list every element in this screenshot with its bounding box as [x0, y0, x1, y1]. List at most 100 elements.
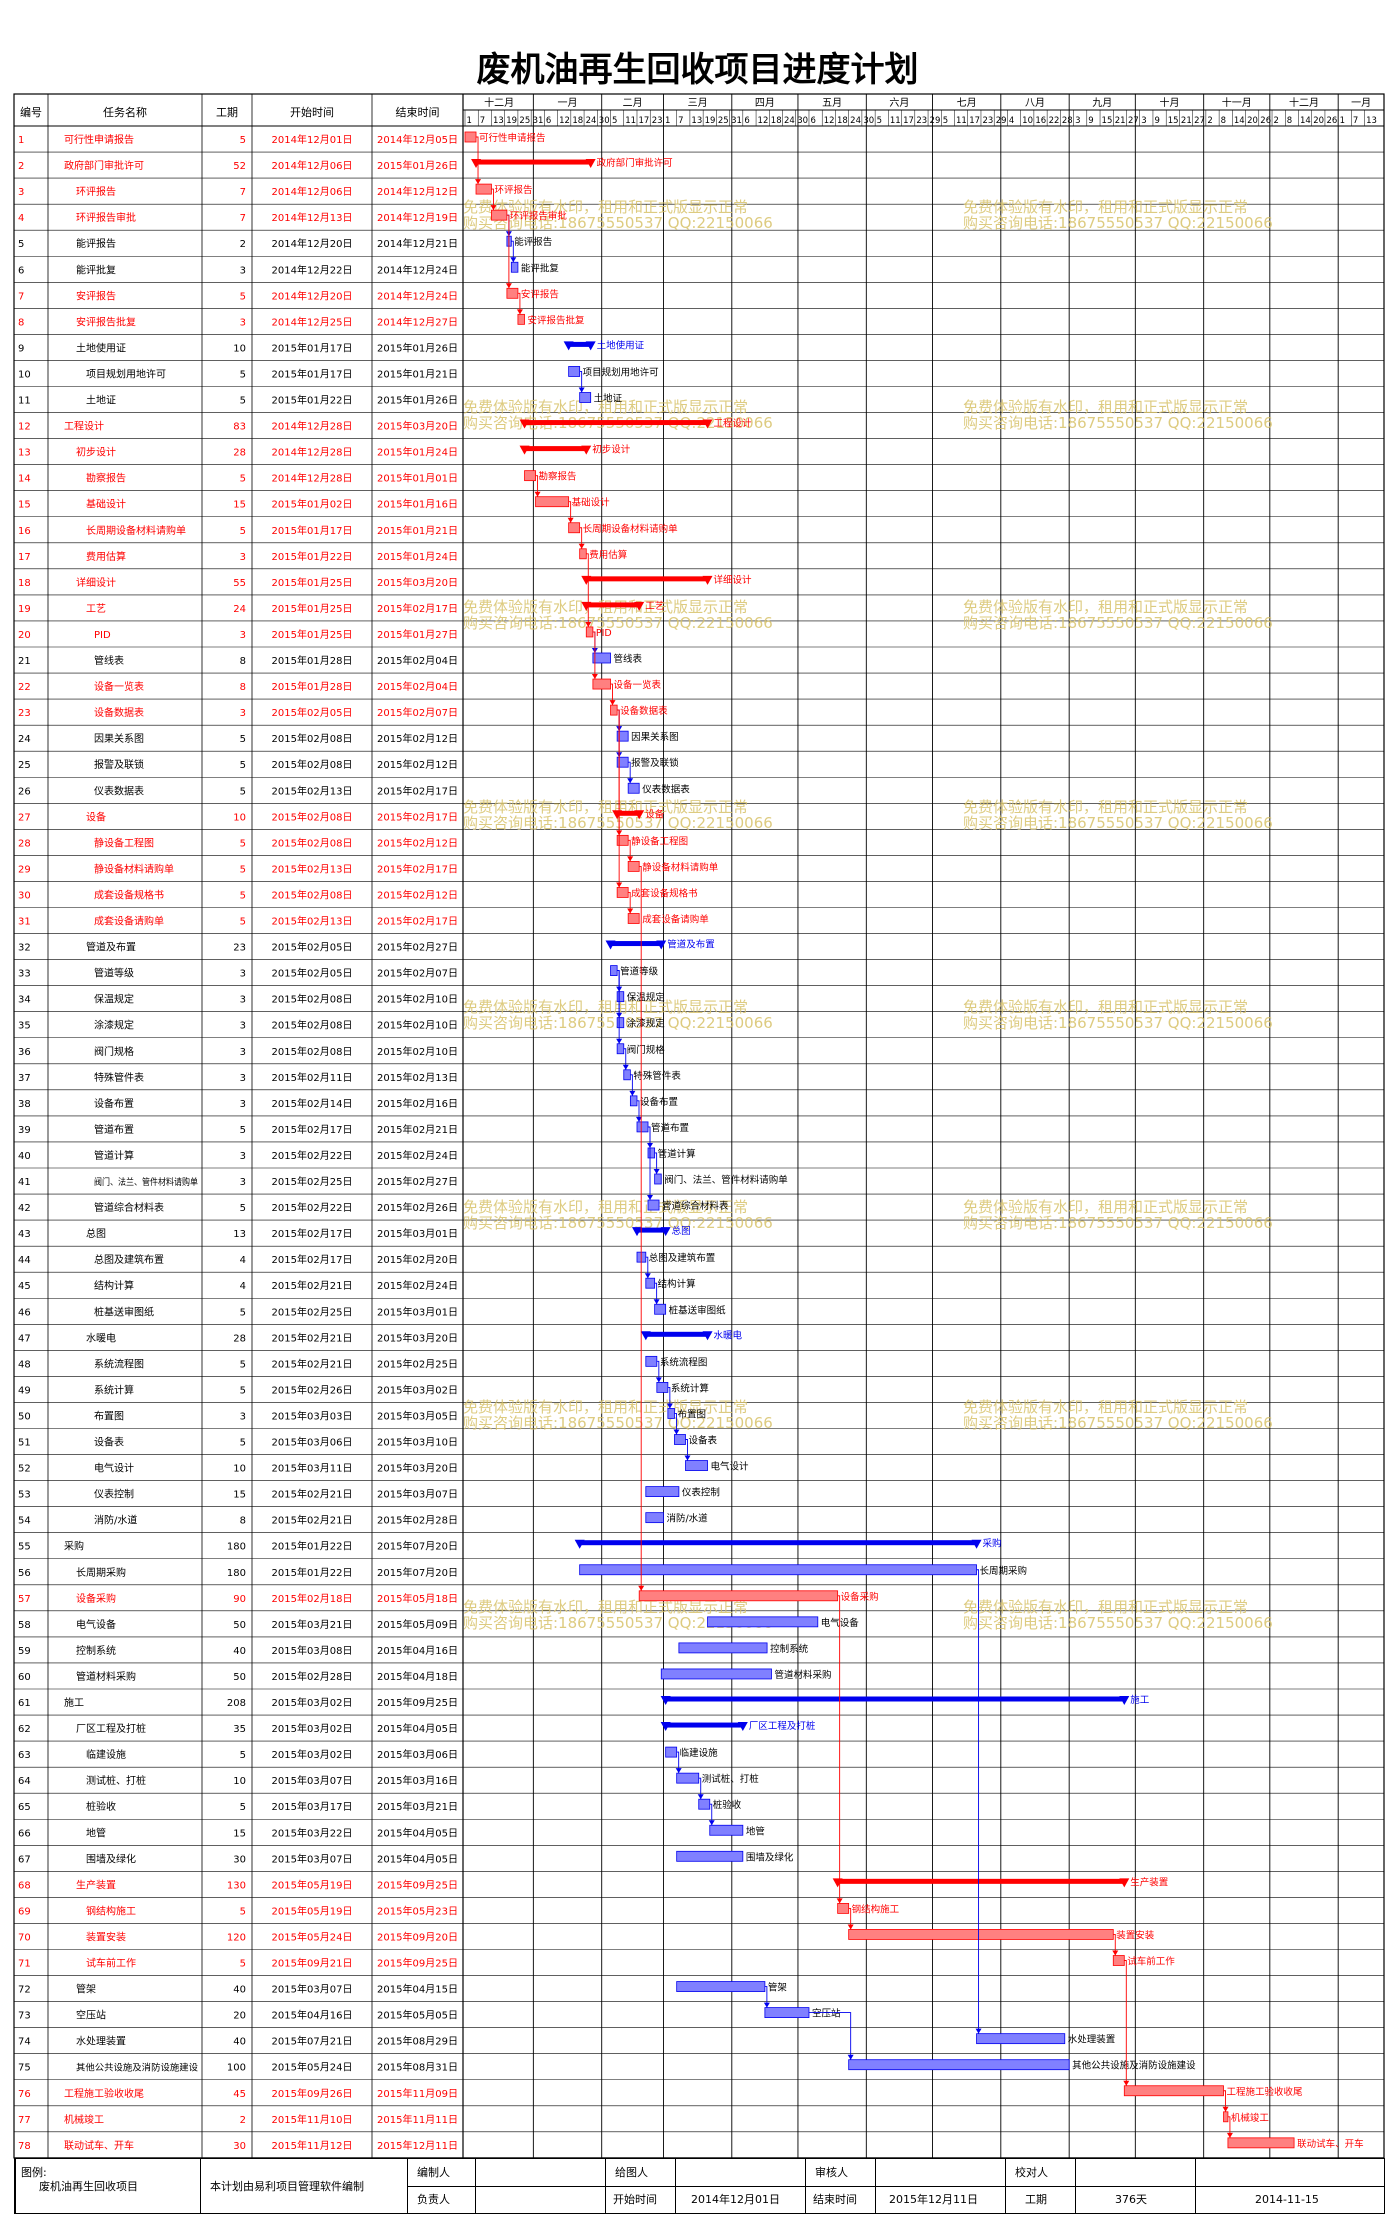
task-id: 55 — [18, 1542, 31, 1553]
bar-label: 政府部门审批许可 — [597, 157, 673, 169]
task-name: 水处理装置 — [76, 2035, 126, 2048]
task-bar — [629, 1095, 638, 1107]
task-id: 64 — [18, 1776, 31, 1787]
watermark-line: 免费体验版有水印，租用和正式版显示正常 — [463, 1198, 748, 1216]
task-duration: 5 — [240, 474, 246, 485]
task-name: 电气设备 — [76, 1618, 116, 1631]
footer-date-value: 2014-11-15 — [1255, 2193, 1319, 2206]
dependency-arrow — [627, 778, 634, 784]
task-end: 2015年03月01日 — [377, 1305, 458, 1318]
dependency-link — [645, 1256, 649, 1279]
task-duration: 3 — [240, 1073, 246, 1084]
task-id: 19 — [18, 604, 31, 615]
task-end: 2015年03月10日 — [377, 1436, 458, 1449]
summary-bar — [586, 576, 708, 582]
task-duration: 120 — [227, 1932, 246, 1943]
task-id: 75 — [18, 2063, 31, 2074]
task-duration: 15 — [233, 1490, 246, 1501]
task-bar — [647, 1147, 656, 1159]
task-bar — [848, 1929, 1114, 1940]
summary-start-marker — [640, 1331, 651, 1341]
dependency-link — [848, 1907, 852, 1930]
dependency-arrow — [1222, 2106, 1229, 2112]
bar-label: 土地使用证 — [597, 339, 645, 351]
task-duration: 3 — [240, 552, 246, 563]
task-start: 2015年02月05日 — [272, 706, 353, 719]
month-label: 九月 — [1092, 97, 1112, 109]
task-id: 44 — [18, 1255, 31, 1266]
task-bar — [665, 1746, 678, 1758]
dependency-link — [623, 1048, 627, 1070]
task-duration: 5 — [240, 1307, 246, 1318]
task-bar — [674, 1434, 686, 1445]
day-label: 30 — [863, 116, 874, 126]
task-bar — [1223, 2111, 1229, 2123]
bar-label: 管道材料采购 — [774, 1669, 831, 1681]
task-start: 2015年02月08日 — [272, 732, 353, 745]
task-end: 2015年03月20日 — [377, 576, 458, 589]
task-bar — [579, 548, 587, 560]
bar-label: 桩验收 — [713, 1799, 742, 1811]
task-name: 机械竣工 — [64, 2113, 104, 2126]
task-start: 2015年02月08日 — [272, 1019, 353, 1032]
task-end: 2015年02月17日 — [377, 602, 458, 615]
task-end: 2015年04月05日 — [377, 1722, 458, 1735]
bar-label: 项目规划用地许可 — [583, 366, 659, 378]
footer-legend: 图例: — [21, 2166, 47, 2179]
task-bar — [616, 1017, 625, 1029]
dependency-link — [579, 371, 583, 393]
task-bar — [464, 131, 477, 143]
day-label: 3 — [1141, 116, 1146, 126]
task-bar — [616, 730, 629, 742]
dependency-arrow — [673, 1429, 680, 1435]
task-bar — [654, 1173, 662, 1185]
task-duration: 3 — [240, 630, 246, 641]
task-end: 2015年09月25日 — [377, 1696, 458, 1709]
day-label: 15 — [1168, 116, 1179, 126]
task-end: 2015年03月20日 — [377, 1462, 458, 1475]
dependency-link — [1124, 1960, 1127, 2086]
bar-label: 阀门规格 — [627, 1044, 666, 1056]
day-label: 13 — [493, 116, 504, 126]
bar-label: 水暖电 — [714, 1329, 743, 1341]
watermark-line: 购买咨询电话:18675550537 QQ:22150066 — [463, 1414, 773, 1432]
bar-label: 成套设备请购单 — [642, 914, 709, 926]
bar-label: 静设备材料请购单 — [642, 861, 719, 873]
task-bar — [610, 965, 618, 976]
task-start: 2015年02月14日 — [272, 1097, 353, 1110]
task-name: 管道计算 — [94, 1149, 134, 1162]
task-end: 2015年02月20日 — [377, 1253, 458, 1266]
task-end: 2015年02月16日 — [377, 1097, 458, 1110]
dependency-arrow — [616, 882, 623, 888]
task-name: 控制系统 — [76, 1644, 116, 1657]
day-label: 17 — [638, 116, 649, 126]
task-name: 设备一览表 — [94, 680, 144, 693]
task-duration: 180 — [227, 1542, 246, 1553]
task-end: 2015年02月24日 — [377, 1149, 458, 1162]
summary-start-marker — [471, 159, 482, 169]
summary-bar — [665, 1722, 743, 1728]
task-start: 2014年12月28日 — [272, 446, 353, 459]
task-duration: 40 — [233, 1646, 246, 1657]
task-name: 其他公共设施及消防设施建设 — [76, 2062, 198, 2074]
watermark-line: 购买咨询电话:18675550537 QQ:22150066 — [463, 1614, 773, 1632]
day-label: 10 — [1022, 116, 1033, 126]
task-end: 2015年03月06日 — [377, 1748, 458, 1761]
column-header: 开始时间 — [290, 105, 334, 119]
task-bar — [976, 2033, 1066, 2045]
bar-label: 联动试车、开车 — [1297, 2138, 1364, 2150]
bar-label: 工程设计 — [714, 418, 753, 430]
task-end: 2015年03月02日 — [377, 1383, 458, 1396]
dependency-arrow — [666, 1403, 673, 1409]
dependency-link — [535, 475, 539, 497]
task-name: 基础设计 — [86, 498, 126, 511]
task-bar — [645, 1512, 664, 1524]
task-id: 70 — [18, 1932, 31, 1943]
day-label: 24 — [784, 116, 795, 126]
task-bar — [848, 2059, 1070, 2071]
task-start: 2015年05月19日 — [272, 1878, 353, 1891]
task-start: 2015年02月13日 — [272, 862, 353, 875]
task-end: 2014年12月24日 — [377, 263, 458, 276]
summary-start-marker — [574, 1539, 585, 1549]
bar-label: 管架 — [768, 1982, 788, 1994]
